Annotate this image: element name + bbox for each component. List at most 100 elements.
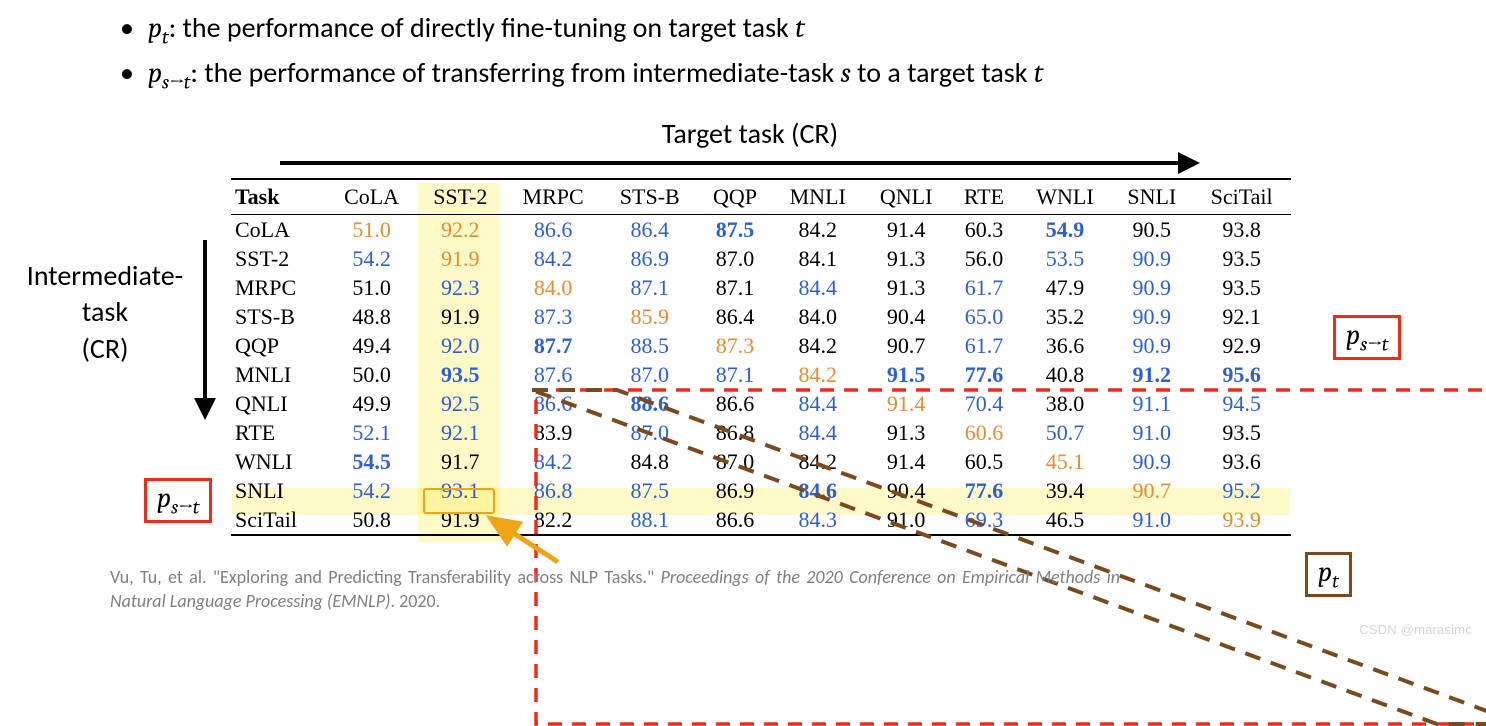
row-label-cell: MRPC <box>231 273 327 302</box>
column-header: SciTail <box>1192 179 1291 215</box>
data-cell: 93.5 <box>1192 273 1291 302</box>
data-cell: 84.2 <box>504 244 601 273</box>
data-cell: 61.7 <box>949 273 1019 302</box>
column-header: STS-B <box>602 179 698 215</box>
data-cell: 86.6 <box>698 505 773 535</box>
data-cell: 47.9 <box>1019 273 1111 302</box>
data-cell: 50.8 <box>327 505 416 535</box>
target-task-label: Target task (CR) <box>520 116 980 151</box>
data-cell: 60.6 <box>949 418 1019 447</box>
data-cell: 84.2 <box>504 447 601 476</box>
table-row: RTE52.192.183.987.086.884.491.360.650.79… <box>231 418 1291 447</box>
data-cell: 84.4 <box>772 389 863 418</box>
column-header: WNLI <box>1019 179 1111 215</box>
data-cell: 84.8 <box>602 447 698 476</box>
data-cell: 38.0 <box>1019 389 1111 418</box>
data-cell: 87.3 <box>504 302 601 331</box>
data-cell: 84.3 <box>772 505 863 535</box>
data-cell: 88.6 <box>602 389 698 418</box>
table-row: MNLI50.093.587.687.087.184.291.577.640.8… <box>231 360 1291 389</box>
data-cell: 50.0 <box>327 360 416 389</box>
data-cell: 90.4 <box>863 302 949 331</box>
data-cell: 36.6 <box>1019 331 1111 360</box>
table-row: WNLI54.591.784.284.887.084.291.460.545.1… <box>231 447 1291 476</box>
data-cell: 93.5 <box>416 360 504 389</box>
data-cell: 88.5 <box>602 331 698 360</box>
data-cell: 45.1 <box>1019 447 1111 476</box>
data-cell: 91.0 <box>1111 418 1192 447</box>
column-header: SST-2 <box>416 179 504 215</box>
data-cell: 90.9 <box>1111 244 1192 273</box>
row-label-cell: SST-2 <box>231 244 327 273</box>
data-cell: 61.7 <box>949 331 1019 360</box>
var-p: p <box>148 12 162 44</box>
data-cell: 93.6 <box>1192 447 1291 476</box>
data-cell: 87.1 <box>602 273 698 302</box>
table-row: SST-254.291.984.286.987.084.191.356.053.… <box>231 244 1291 273</box>
data-cell: 84.2 <box>772 331 863 360</box>
data-cell: 91.9 <box>416 505 504 535</box>
column-header: CoLA <box>327 179 416 215</box>
bullet-dot: • <box>120 55 134 90</box>
table-row: MRPC51.092.384.087.187.184.491.361.747.9… <box>231 273 1291 302</box>
arrow-down-icon <box>197 240 213 420</box>
data-cell: 77.6 <box>949 476 1019 505</box>
data-cell: 91.5 <box>863 360 949 389</box>
data-cell: 91.2 <box>1111 360 1192 389</box>
data-cell: 35.2 <box>1019 302 1111 331</box>
data-cell: 92.1 <box>1192 302 1291 331</box>
data-cell: 86.6 <box>698 389 773 418</box>
pt-label: pt <box>1305 552 1352 597</box>
data-cell: 92.9 <box>1192 331 1291 360</box>
data-cell: 90.4 <box>863 476 949 505</box>
data-table: TaskCoLASST-2MRPCSTS-BQQPMNLIQNLIRTEWNLI… <box>231 178 1291 536</box>
data-cell: 91.9 <box>416 244 504 273</box>
data-cell: 86.4 <box>698 302 773 331</box>
citation: Vu, Tu, et al. "Exploring and Predicting… <box>110 565 1120 614</box>
data-cell: 82.2 <box>504 505 601 535</box>
bullet-list: • pt: the performance of directly fine-t… <box>110 10 1410 99</box>
data-cell: 91.3 <box>863 244 949 273</box>
data-cell: 86.8 <box>698 418 773 447</box>
row-label-cell: WNLI <box>231 447 327 476</box>
data-cell: 86.8 <box>504 476 601 505</box>
task-header-cell: Task <box>231 179 327 215</box>
data-cell: 91.1 <box>1111 389 1192 418</box>
data-cell: 87.0 <box>698 447 773 476</box>
var-t-sub: t <box>162 26 169 49</box>
bullet-dot: • <box>120 10 134 45</box>
data-cell: 93.1 <box>416 476 504 505</box>
data-cell: 90.9 <box>1111 302 1192 331</box>
data-cell: 69.3 <box>949 505 1019 535</box>
data-cell: 94.5 <box>1192 389 1291 418</box>
data-cell: 83.9 <box>504 418 601 447</box>
data-cell: 65.0 <box>949 302 1019 331</box>
data-cell: 88.1 <box>602 505 698 535</box>
row-label-cell: STS-B <box>231 302 327 331</box>
table-row: QNLI49.992.586.688.686.684.491.470.438.0… <box>231 389 1291 418</box>
data-cell: 87.3 <box>698 331 773 360</box>
row-label-cell: QQP <box>231 331 327 360</box>
data-cell: 84.1 <box>772 244 863 273</box>
table-row: QQP49.492.087.788.587.384.290.761.736.69… <box>231 331 1291 360</box>
data-cell: 60.5 <box>949 447 1019 476</box>
data-cell: 86.9 <box>602 244 698 273</box>
data-cell: 54.5 <box>327 447 416 476</box>
data-cell: 84.6 <box>772 476 863 505</box>
table-row: CoLA51.092.286.686.487.584.291.460.354.9… <box>231 215 1291 245</box>
data-cell: 85.9 <box>602 302 698 331</box>
bullet-1: • pt: the performance of directly fine-t… <box>110 10 1410 49</box>
table-row: SciTail50.891.982.288.186.684.391.069.34… <box>231 505 1291 535</box>
data-cell: 86.6 <box>504 215 601 245</box>
data-cell: 87.5 <box>698 215 773 245</box>
data-cell: 40.8 <box>1019 360 1111 389</box>
data-cell: 87.1 <box>698 360 773 389</box>
data-cell: 90.7 <box>1111 476 1192 505</box>
row-label-cell: CoLA <box>231 215 327 245</box>
data-cell: 87.0 <box>602 418 698 447</box>
column-header: RTE <box>949 179 1019 215</box>
column-header: QNLI <box>863 179 949 215</box>
var-p: p <box>148 57 162 89</box>
data-cell: 91.3 <box>863 273 949 302</box>
data-cell: 54.2 <box>327 244 416 273</box>
